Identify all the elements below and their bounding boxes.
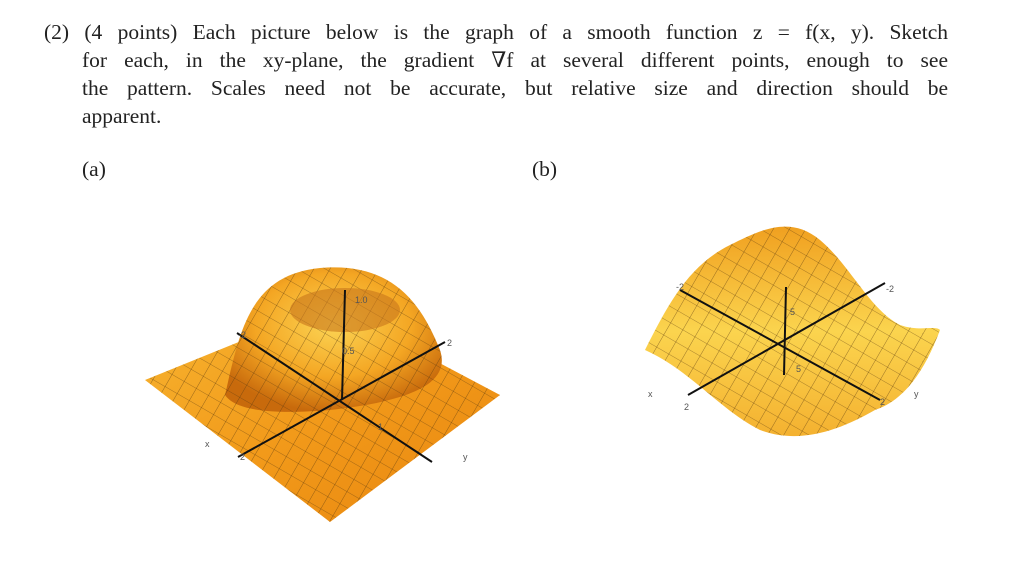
surface-a xyxy=(145,267,500,522)
axis-label: x xyxy=(648,389,653,399)
surface-b xyxy=(645,226,940,437)
axis-label: 1 xyxy=(378,422,383,432)
axis-label: x xyxy=(205,439,210,449)
axis-label: 5 xyxy=(790,307,795,317)
problem-line: (2) (4 points) Each picture below is the… xyxy=(44,20,948,44)
axis-label: -2 xyxy=(238,330,246,340)
axis-label: 1.0 xyxy=(355,295,368,305)
problem-line: for each, in the xy-plane, the gradient … xyxy=(82,48,948,72)
problem-line: apparent. xyxy=(82,104,162,128)
figure-label: (b) xyxy=(532,157,558,181)
axis-label: 2 xyxy=(880,397,885,407)
axis-label: -2 xyxy=(676,282,684,292)
axis-label: 2 xyxy=(240,452,245,462)
problem-line: the pattern. Scales need not be accurate… xyxy=(82,76,948,100)
axis-label: 5 xyxy=(796,364,801,374)
axis-label: y xyxy=(463,452,468,462)
axis-label: -2 xyxy=(886,284,894,294)
axis-label: 0.5 xyxy=(342,346,355,356)
axis-label: y xyxy=(914,389,919,399)
figure-label: (a) xyxy=(82,157,106,181)
axis-label: 2 xyxy=(447,338,452,348)
axis-label: 2 xyxy=(684,402,689,412)
